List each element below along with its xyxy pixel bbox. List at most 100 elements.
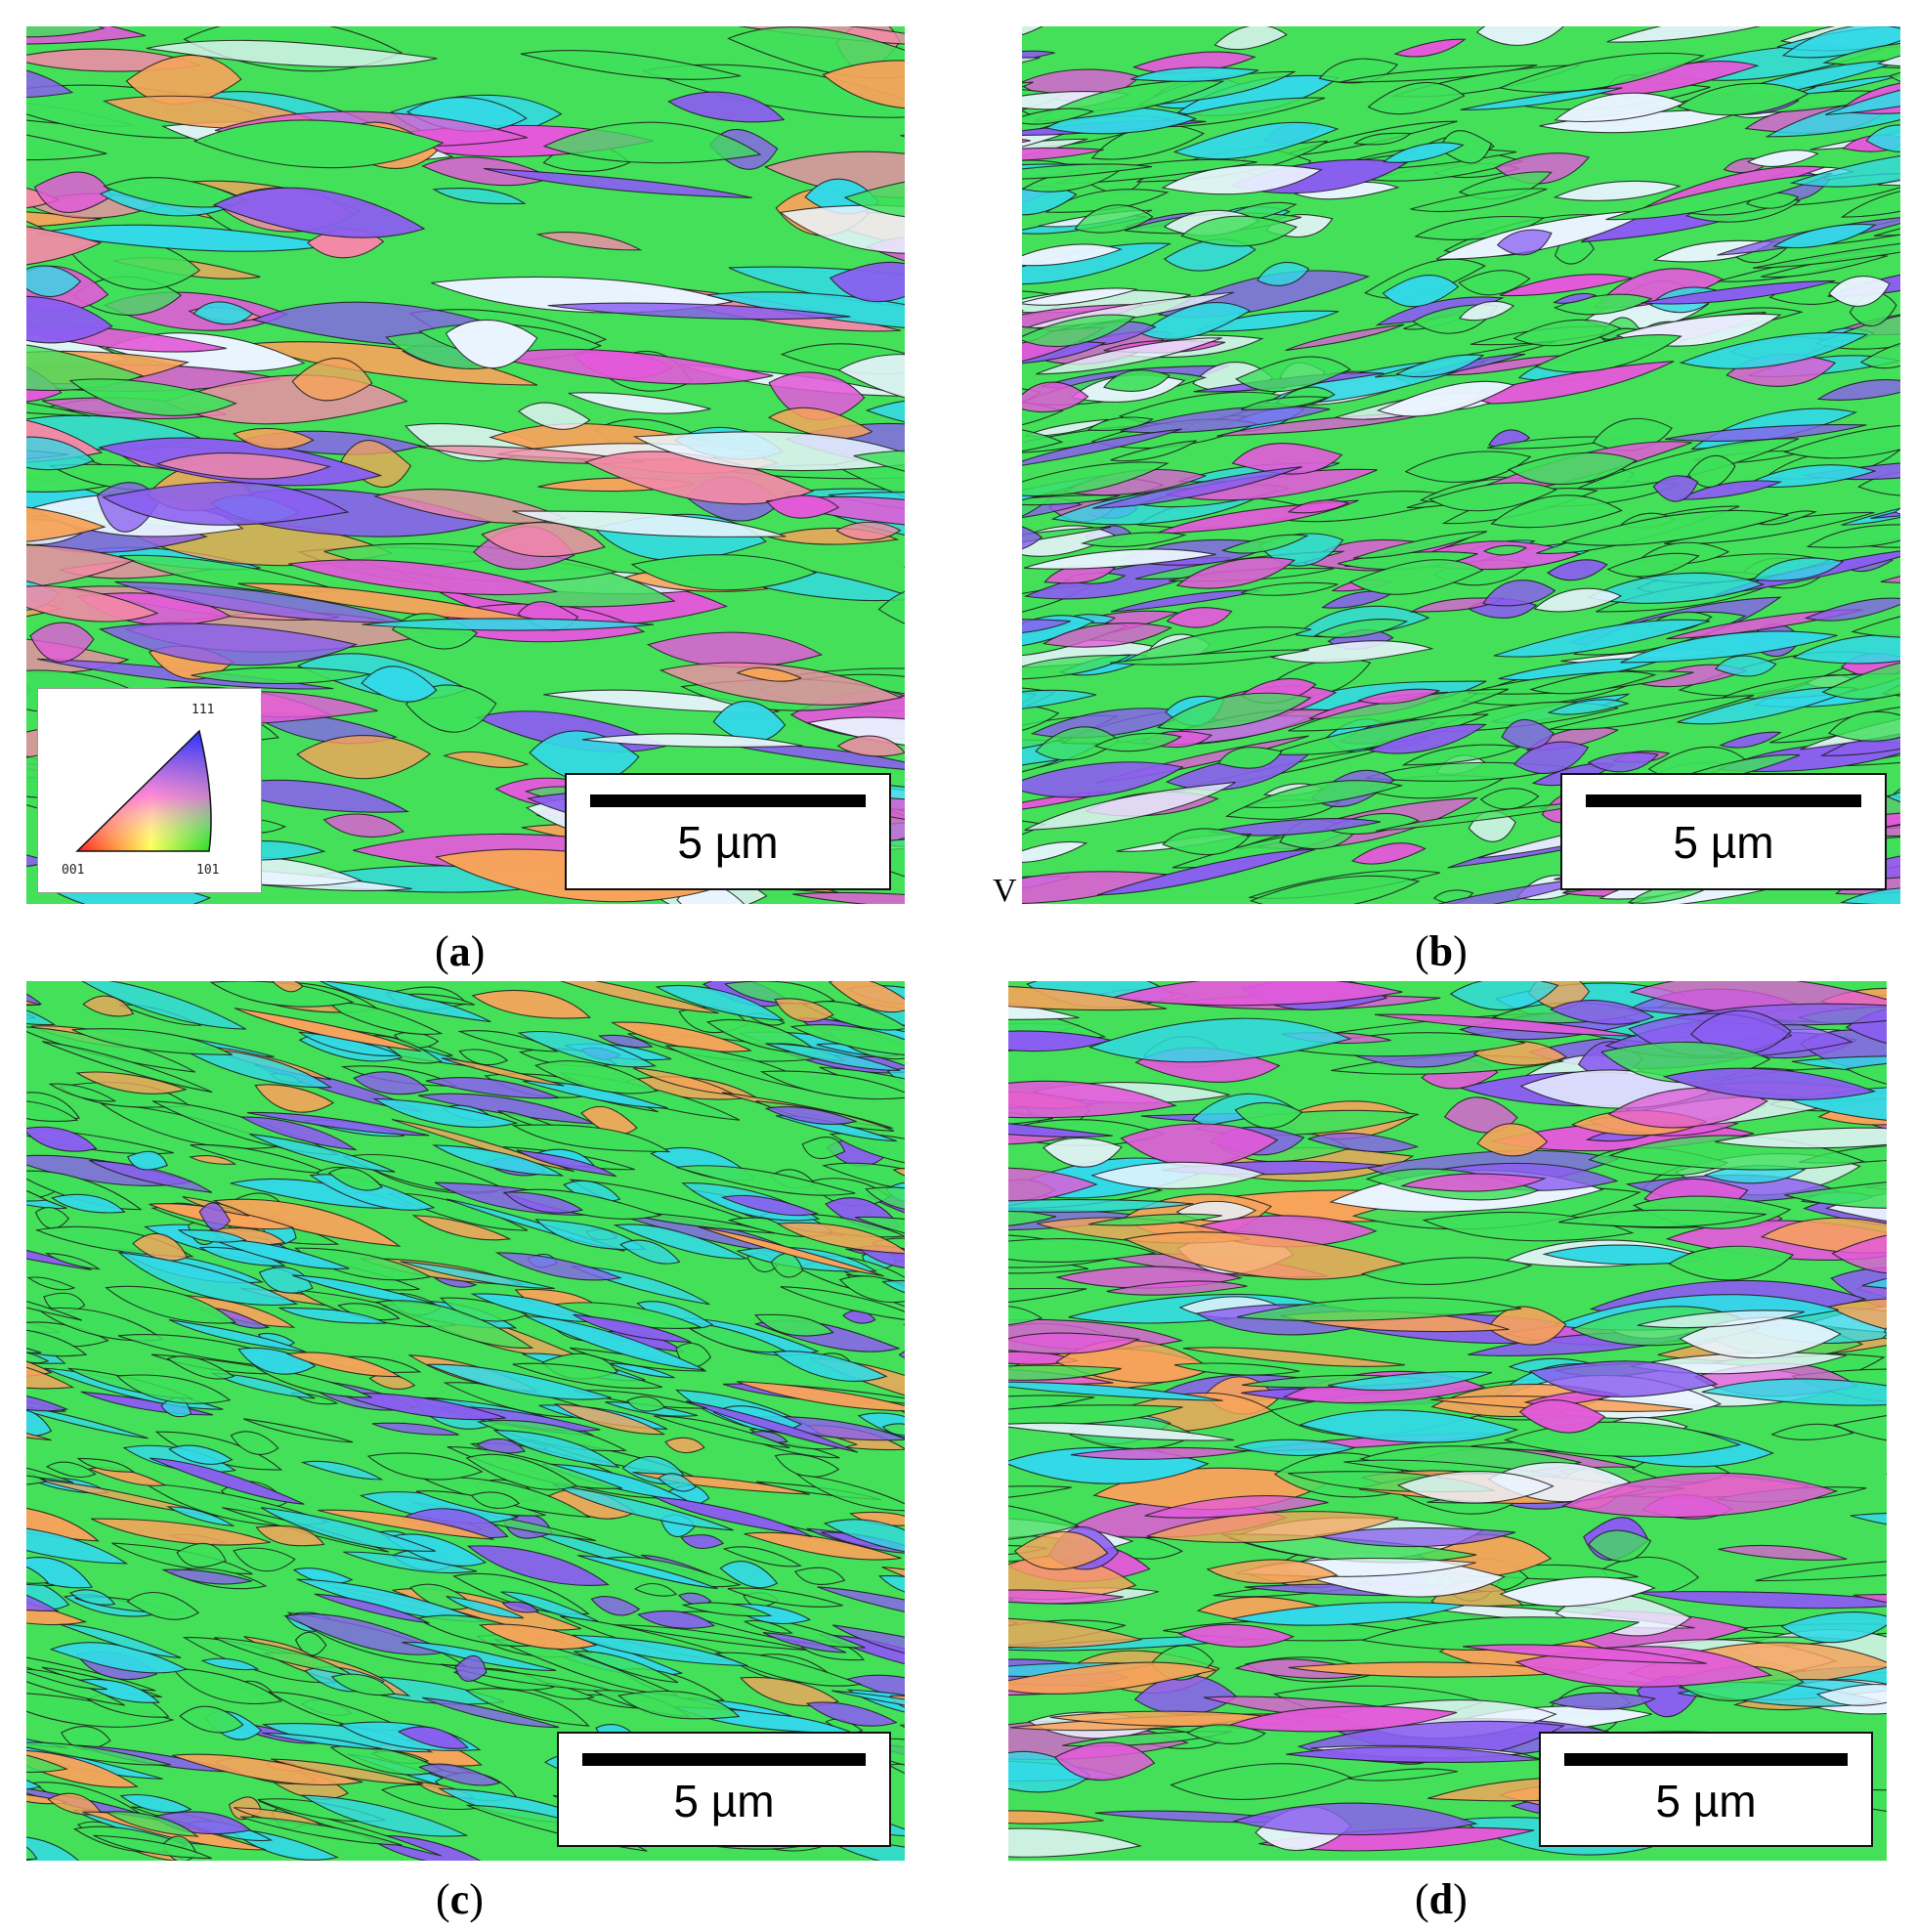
grain [501,1601,539,1613]
grain [26,981,41,1006]
grain [26,1762,42,1791]
grain [1120,1123,1279,1168]
grain [577,1555,718,1590]
grain [26,502,106,545]
grain [720,1194,819,1217]
grain [1640,279,1836,305]
grain [1518,1399,1606,1434]
grain [1752,557,1845,581]
grain [828,981,905,1013]
grain [1172,121,1340,160]
grain [285,1352,402,1378]
grain [1458,270,1531,296]
grain [1784,1177,1887,1209]
grain [1746,150,1819,167]
grain [258,1267,314,1294]
grain [580,1105,638,1136]
grain [327,1167,383,1191]
grain [71,1028,233,1055]
grain [713,1652,863,1687]
grain [171,1667,283,1704]
grain [1714,1127,1887,1149]
grain [215,1239,350,1269]
grain [1449,981,1559,1010]
grain [1314,1526,1516,1548]
grain [1022,26,1050,41]
grain [353,1071,430,1095]
grain [260,1507,436,1552]
grain [492,1430,620,1469]
grain [736,1381,905,1412]
grain [512,510,787,537]
grain [465,1688,590,1727]
grain [801,1137,846,1160]
grain [1236,1297,1522,1322]
grain [1022,871,1168,904]
grain [1196,310,1340,332]
grain [458,1049,509,1066]
scale-bar: 5 µm [1539,1732,1873,1847]
grain [865,1186,905,1213]
grain [1022,381,1089,413]
grain [899,1724,905,1738]
grain [361,665,438,703]
grain [411,1215,512,1241]
grain [1022,138,1088,167]
grain [1175,557,1297,589]
grain [26,1503,100,1542]
grain [1257,262,1310,286]
legend-label-001: 001 [62,863,85,878]
grain [1022,107,1095,125]
grain [1022,163,1153,180]
grain [1350,842,1427,865]
grain [795,1474,905,1512]
grain [372,1097,519,1128]
grain [1288,688,1510,732]
grain [1008,997,1080,1020]
grain [26,1448,74,1483]
grain [1677,82,1810,116]
grain [1789,149,1900,188]
ebsd-map-panel-a: 001 101 111 5 µm [26,26,905,904]
grain [397,1726,469,1749]
grain [1243,780,1404,809]
grain [655,985,786,1021]
grain [892,1168,905,1182]
grain [590,1596,641,1616]
grain [1482,544,1528,556]
grain [1186,1724,1267,1744]
grain [391,1118,575,1173]
grain [200,1657,260,1671]
scale-bar: 5 µm [1560,773,1887,890]
grain [618,1690,741,1720]
grain [1144,1495,1329,1519]
scale-bar: 5 µm [557,1732,891,1847]
grain [1327,1371,1493,1392]
grain [1607,1087,1769,1129]
grain [1023,548,1216,570]
grain [1173,1362,1300,1376]
grain [457,1030,559,1052]
grain [1008,1238,1157,1263]
grain [1606,552,1700,578]
grain [1024,781,1236,832]
grain [445,319,538,369]
grain [254,1084,335,1113]
grain [659,662,903,706]
grain [793,1567,846,1585]
grain [1022,759,1060,787]
grain [1770,1423,1854,1440]
grain [822,60,905,109]
grain [1533,587,1623,613]
grain [722,1546,802,1567]
grain [1166,607,1233,628]
grain [774,1453,840,1478]
grain [26,1276,76,1291]
grain [817,1586,905,1628]
grain [547,302,851,321]
ebsd-map-panel-d: 5 µm [1008,981,1887,1861]
grain [1170,1763,1352,1800]
grain [1788,1086,1887,1124]
grain [230,1431,279,1455]
grain [1395,354,1485,378]
